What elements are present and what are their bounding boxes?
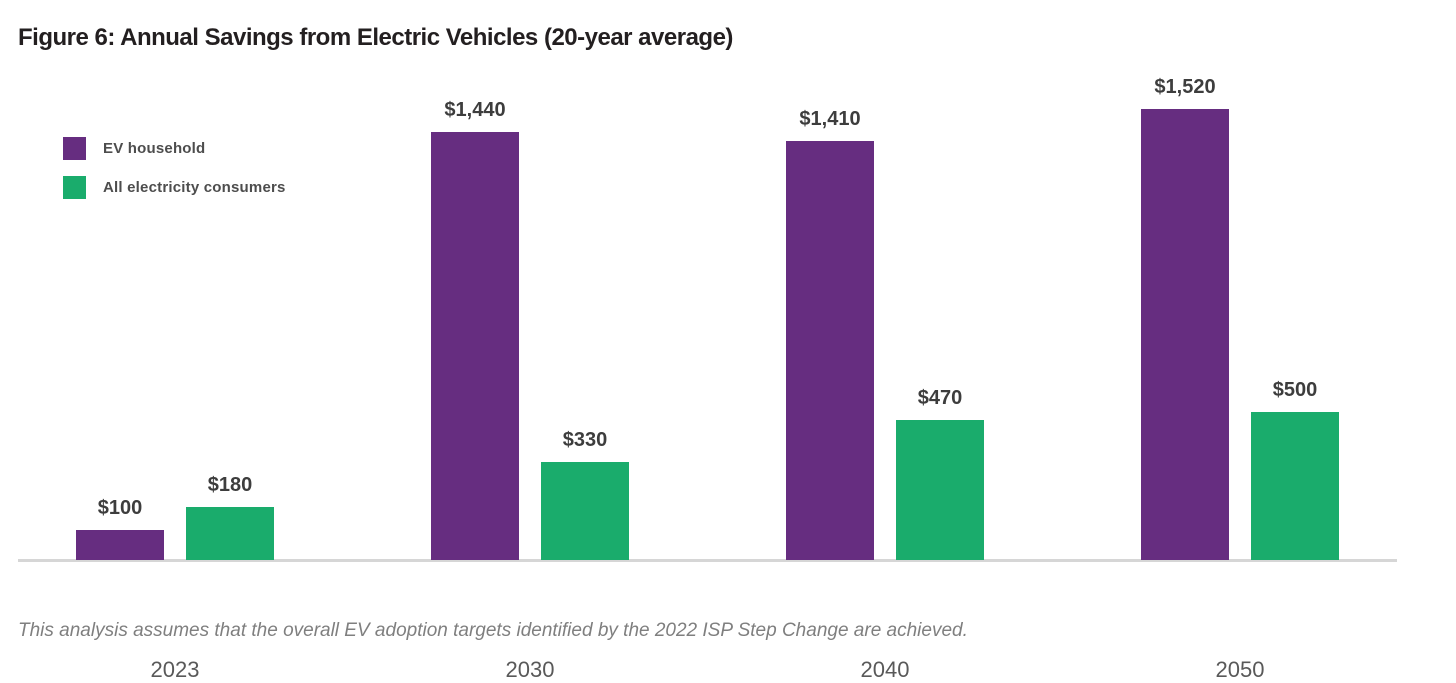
legend-label: EV household xyxy=(103,139,206,157)
bar-value-label: $470 xyxy=(917,387,963,409)
bar-ev-household-2050 xyxy=(1141,109,1229,560)
bar-value-label: $1,520 xyxy=(1154,76,1216,98)
legend-swatch-purple xyxy=(63,136,86,160)
plot-area: $100 $180 2023 $1,440 $330 2030 $1,410 $470 2040… xyxy=(18,76,1397,682)
bar-value-label: $1,410 xyxy=(799,108,861,130)
legend-item-all-consumers: All electricity consumers xyxy=(63,175,286,199)
bar-ev-household-2040 xyxy=(786,141,874,560)
x-axis-line xyxy=(18,559,1397,562)
x-axis-tick-label: 2040 xyxy=(860,657,910,682)
bar-all-consumers-2023 xyxy=(186,507,274,560)
x-axis-tick-label: 2023 xyxy=(150,657,200,682)
x-axis-tick-label: 2050 xyxy=(1215,657,1265,682)
bar-value-label: $180 xyxy=(207,474,253,496)
chart-footnote: This analysis assumes that the overall E… xyxy=(18,620,968,641)
legend-label: All electricity consumers xyxy=(103,178,286,196)
bar-all-consumers-2030 xyxy=(541,462,629,560)
bar-ev-household-2023 xyxy=(76,530,164,560)
bar-all-consumers-2050 xyxy=(1251,412,1339,560)
bar-value-label: $100 xyxy=(97,497,143,519)
legend-swatch-green xyxy=(63,175,86,199)
legend-item-ev-household: EV household xyxy=(63,136,286,160)
bar-value-label: $500 xyxy=(1272,379,1318,401)
bar-all-consumers-2040 xyxy=(896,420,984,560)
x-axis-tick-label: 2030 xyxy=(505,657,555,682)
bar-value-label: $1,440 xyxy=(444,99,506,121)
bar-ev-household-2030 xyxy=(431,132,519,560)
chart-title: Figure 6: Annual Savings from Electric V… xyxy=(18,24,733,51)
chart-legend: EV household All electricity consumers xyxy=(63,136,286,214)
bar-value-label: $330 xyxy=(562,429,608,451)
